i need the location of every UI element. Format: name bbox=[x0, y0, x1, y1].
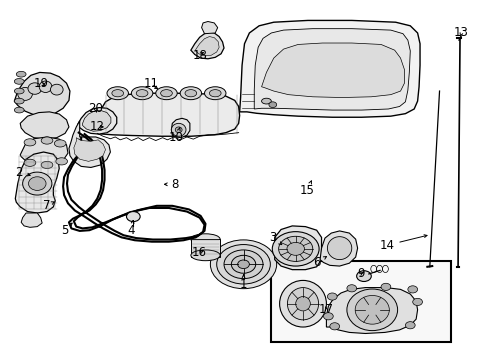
Text: 17: 17 bbox=[318, 303, 333, 316]
Ellipse shape bbox=[278, 236, 312, 261]
Polygon shape bbox=[15, 152, 59, 213]
Ellipse shape bbox=[14, 107, 24, 113]
Text: 16: 16 bbox=[192, 246, 207, 259]
Ellipse shape bbox=[209, 90, 221, 97]
Polygon shape bbox=[97, 93, 239, 136]
Polygon shape bbox=[171, 118, 189, 138]
Text: 6: 6 bbox=[312, 256, 326, 269]
Ellipse shape bbox=[136, 90, 148, 97]
Ellipse shape bbox=[380, 283, 390, 291]
Text: 12: 12 bbox=[90, 121, 104, 134]
Polygon shape bbox=[274, 226, 321, 270]
Text: 7: 7 bbox=[43, 199, 54, 212]
Ellipse shape bbox=[50, 84, 63, 95]
Ellipse shape bbox=[354, 296, 388, 324]
Bar bbox=[271, 261, 450, 342]
Ellipse shape bbox=[54, 140, 66, 147]
Ellipse shape bbox=[14, 78, 24, 84]
Ellipse shape bbox=[272, 231, 319, 266]
Text: 8: 8 bbox=[164, 178, 179, 191]
Ellipse shape bbox=[171, 123, 185, 136]
Text: 5: 5 bbox=[61, 223, 72, 237]
Polygon shape bbox=[261, 43, 404, 98]
Text: 19: 19 bbox=[33, 77, 48, 90]
Polygon shape bbox=[82, 111, 111, 131]
Polygon shape bbox=[190, 32, 224, 59]
Ellipse shape bbox=[210, 240, 276, 289]
Ellipse shape bbox=[268, 102, 276, 108]
Text: 20: 20 bbox=[88, 103, 103, 116]
Ellipse shape bbox=[39, 81, 52, 93]
Ellipse shape bbox=[346, 285, 356, 292]
Polygon shape bbox=[20, 112, 69, 139]
Ellipse shape bbox=[112, 90, 123, 97]
Text: 11: 11 bbox=[143, 77, 158, 90]
Polygon shape bbox=[254, 29, 409, 110]
Polygon shape bbox=[74, 138, 105, 161]
Ellipse shape bbox=[160, 90, 172, 97]
Bar bbox=[190, 239, 220, 257]
Text: 4: 4 bbox=[127, 220, 135, 237]
Polygon shape bbox=[20, 137, 68, 166]
Ellipse shape bbox=[286, 242, 304, 255]
Ellipse shape bbox=[56, 158, 67, 165]
Ellipse shape bbox=[156, 87, 177, 100]
Ellipse shape bbox=[24, 159, 36, 166]
Ellipse shape bbox=[231, 255, 255, 273]
Text: 15: 15 bbox=[299, 181, 314, 197]
Ellipse shape bbox=[329, 323, 339, 330]
Ellipse shape bbox=[327, 237, 351, 260]
Polygon shape bbox=[78, 108, 117, 134]
Ellipse shape bbox=[346, 289, 397, 330]
Ellipse shape bbox=[216, 244, 270, 284]
Ellipse shape bbox=[107, 87, 128, 100]
Ellipse shape bbox=[175, 127, 182, 133]
Polygon shape bbox=[326, 288, 417, 333]
Text: 3: 3 bbox=[268, 231, 281, 245]
Ellipse shape bbox=[28, 177, 46, 190]
Ellipse shape bbox=[41, 161, 53, 168]
Ellipse shape bbox=[126, 212, 140, 222]
Polygon shape bbox=[69, 121, 110, 167]
Ellipse shape bbox=[184, 90, 196, 97]
Ellipse shape bbox=[287, 288, 318, 320]
Ellipse shape bbox=[204, 87, 225, 100]
Ellipse shape bbox=[407, 286, 417, 293]
Ellipse shape bbox=[412, 298, 422, 306]
Ellipse shape bbox=[180, 87, 201, 100]
Ellipse shape bbox=[28, 83, 41, 94]
Ellipse shape bbox=[16, 71, 26, 77]
Ellipse shape bbox=[18, 87, 32, 100]
Ellipse shape bbox=[190, 234, 220, 244]
Ellipse shape bbox=[14, 98, 24, 104]
Ellipse shape bbox=[22, 172, 52, 195]
Polygon shape bbox=[320, 231, 357, 266]
Polygon shape bbox=[239, 21, 419, 117]
Text: 1: 1 bbox=[239, 275, 247, 291]
Ellipse shape bbox=[190, 250, 220, 261]
Polygon shape bbox=[14, 72, 70, 116]
Ellipse shape bbox=[24, 139, 36, 146]
Polygon shape bbox=[21, 213, 42, 227]
Ellipse shape bbox=[224, 250, 263, 279]
Ellipse shape bbox=[327, 293, 336, 300]
Ellipse shape bbox=[41, 137, 53, 144]
Text: 9: 9 bbox=[356, 267, 364, 280]
Ellipse shape bbox=[237, 260, 249, 269]
Ellipse shape bbox=[356, 271, 370, 282]
Ellipse shape bbox=[295, 297, 310, 311]
Text: 10: 10 bbox=[168, 128, 183, 144]
Text: 2: 2 bbox=[16, 166, 30, 179]
Text: 13: 13 bbox=[453, 27, 468, 40]
Text: 14: 14 bbox=[379, 235, 426, 252]
Polygon shape bbox=[201, 22, 217, 34]
Ellipse shape bbox=[261, 98, 271, 104]
Ellipse shape bbox=[279, 280, 326, 327]
Ellipse shape bbox=[131, 87, 153, 100]
Ellipse shape bbox=[405, 321, 414, 329]
Text: 18: 18 bbox=[192, 49, 206, 62]
Polygon shape bbox=[195, 37, 219, 56]
Ellipse shape bbox=[14, 88, 24, 94]
Ellipse shape bbox=[323, 313, 332, 320]
